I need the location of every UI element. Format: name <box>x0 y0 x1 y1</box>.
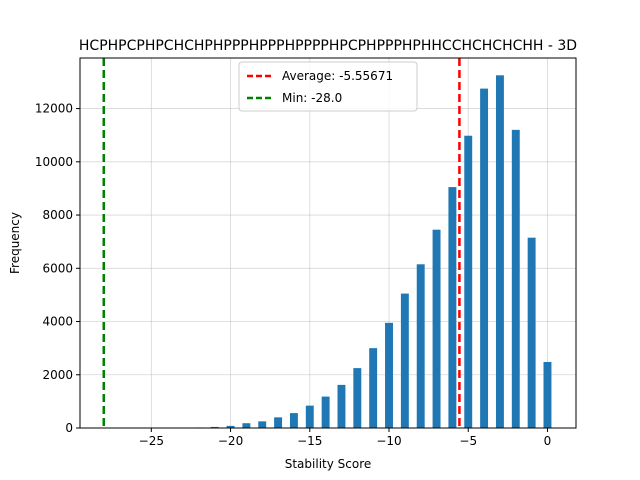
histogram-bar <box>385 322 393 428</box>
reference-lines <box>102 58 461 428</box>
histogram-bar <box>258 421 267 428</box>
histogram-bar <box>210 426 219 428</box>
legend-average-label: Average: -5.55671 <box>282 69 393 83</box>
x-axis-label: Stability Score <box>285 457 372 471</box>
y-tick-label: 8000 <box>42 208 73 222</box>
histogram-bar <box>274 417 283 428</box>
histogram-bar <box>226 425 235 428</box>
grid <box>80 58 576 429</box>
histogram-bar <box>369 348 378 428</box>
histogram-bar <box>416 264 425 428</box>
y-tick-label: 0 <box>65 421 73 435</box>
histogram-bar <box>448 187 457 428</box>
legend-box <box>238 61 418 112</box>
x-tick-label: −15 <box>297 434 322 448</box>
x-tick-label: −20 <box>218 434 243 448</box>
x-axis-ticks: −25 −20 −15 −10 −5 0 <box>139 428 552 448</box>
histogram-bar <box>305 405 314 428</box>
histogram-bar <box>289 413 298 428</box>
y-axis-ticks: 0 2000 4000 6000 8000 10000 12000 <box>35 102 80 435</box>
bars <box>194 75 552 429</box>
y-tick-label: 6000 <box>42 261 73 275</box>
x-tick-label: −5 <box>459 434 477 448</box>
histogram-bar <box>337 384 346 428</box>
y-tick-label: 2000 <box>42 368 73 382</box>
histogram-bar <box>321 396 330 428</box>
y-axis-label: Frequency <box>8 212 22 274</box>
histogram-bar <box>353 368 362 428</box>
histogram-bar <box>511 129 520 429</box>
x-tick-label: −10 <box>376 434 401 448</box>
x-tick-label: 0 <box>544 434 552 448</box>
histogram-bar <box>242 423 251 428</box>
x-tick-label: −25 <box>139 434 164 448</box>
histogram-bar <box>495 75 504 428</box>
chart-title: HCPHPCPHPCHCHPHPPPHPPPHPPPPHPCPHPPPHPHHC… <box>79 38 577 54</box>
legend-min-label: Min: -28.0 <box>282 91 342 105</box>
histogram-bar <box>464 135 473 428</box>
histogram-bar <box>432 229 441 428</box>
histogram-bar <box>543 361 552 428</box>
histogram-bar <box>480 88 489 428</box>
legend: Average: -5.55671 Min: -28.0 <box>238 61 418 112</box>
plot-frame <box>79 57 577 429</box>
histogram-bar <box>527 237 536 428</box>
y-tick-label: 4000 <box>42 315 73 329</box>
y-tick-label: 12000 <box>35 102 73 116</box>
y-tick-label: 10000 <box>35 155 73 169</box>
histogram-bar <box>400 293 409 428</box>
